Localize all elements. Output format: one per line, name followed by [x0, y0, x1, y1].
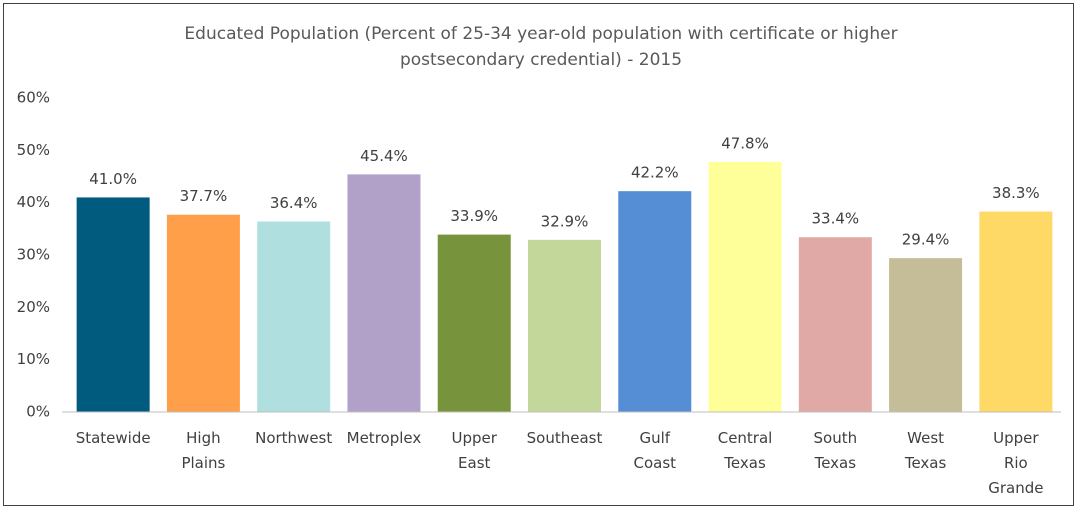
data-label: 36.4% — [270, 194, 318, 212]
bar — [979, 211, 1053, 412]
bar — [257, 221, 331, 412]
bar — [889, 258, 963, 412]
data-label: 33.9% — [450, 207, 498, 225]
y-tick-label: 40% — [17, 193, 50, 211]
x-tick-label: Central Texas — [718, 429, 773, 472]
data-label: 38.3% — [992, 184, 1040, 202]
bar — [347, 174, 421, 412]
data-label: 37.7% — [180, 187, 228, 205]
data-label: 42.2% — [631, 164, 679, 182]
data-label: 33.4% — [811, 210, 859, 228]
bar — [166, 214, 240, 412]
bar — [437, 234, 511, 412]
y-tick-label: 10% — [17, 350, 50, 368]
bar — [528, 239, 601, 412]
x-tick-label: Statewide — [76, 429, 151, 447]
bar — [76, 197, 150, 412]
data-label: 41.0% — [89, 170, 137, 188]
chart-title: Educated Population (Percent of 25-34 ye… — [184, 24, 897, 70]
data-label: 47.8% — [721, 134, 769, 152]
y-tick-label: 20% — [17, 298, 50, 316]
y-tick-label: 60% — [17, 89, 50, 107]
x-tick-label: High Plains — [181, 429, 225, 472]
x-tick-label: South Texas — [814, 429, 858, 472]
x-tick-label: Upper East — [452, 429, 498, 472]
y-tick-label: 50% — [17, 141, 50, 159]
x-tick-label: Metroplex — [347, 429, 422, 447]
x-tick-label: Gulf Coast — [633, 429, 676, 472]
x-tick-label: West Texas — [904, 429, 947, 472]
x-tick-label: Northwest — [255, 429, 332, 447]
data-label: 32.9% — [541, 212, 589, 230]
y-tick-label: 0% — [26, 403, 50, 421]
x-tick-label: Southeast — [527, 429, 603, 447]
bar — [798, 237, 872, 412]
x-tick-label: Upper Rio Grande — [988, 429, 1043, 497]
y-tick-label: 30% — [17, 246, 50, 264]
data-label: 45.4% — [360, 147, 408, 165]
data-label: 29.4% — [902, 231, 950, 249]
bar — [618, 191, 692, 412]
bar — [708, 161, 782, 412]
